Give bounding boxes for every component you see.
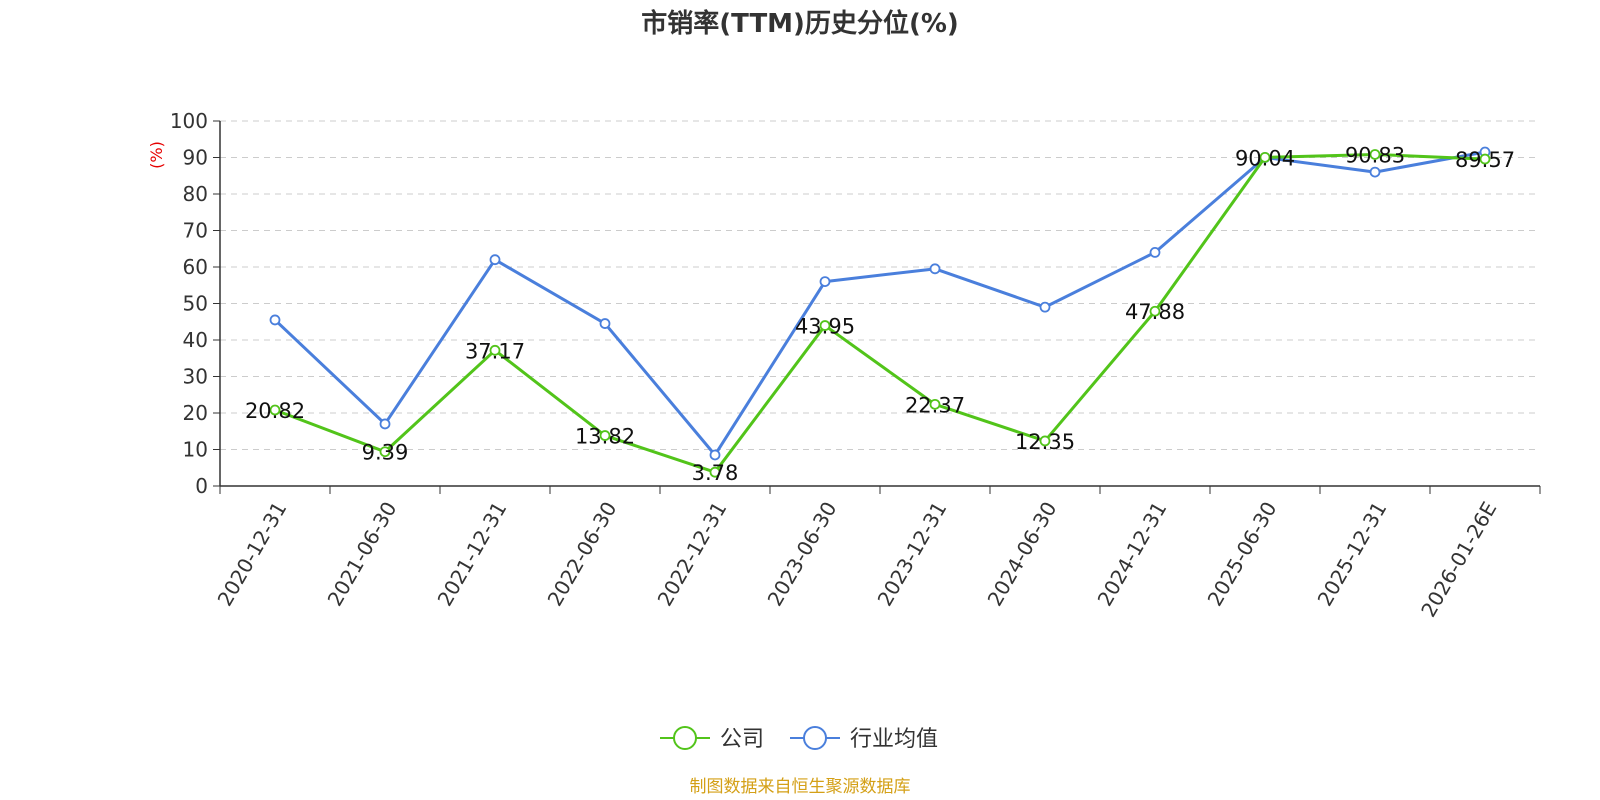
grid-lines	[220, 120, 1540, 450]
legend-label-industry-average: 行业均值	[850, 727, 938, 752]
data-label: 9.39	[362, 441, 409, 465]
data-point[interactable]	[1369, 166, 1381, 178]
x-tick-label: 2023-12-31	[873, 498, 952, 611]
x-tick-label: 2022-06-30	[543, 498, 622, 611]
data-point[interactable]	[709, 449, 721, 461]
series-line	[274, 152, 1486, 474]
x-tick-label: 2023-06-30	[763, 498, 842, 611]
y-tick-label: 100	[170, 109, 208, 133]
series-group	[269, 146, 1491, 478]
source-note: 制图数据来自恒生聚源数据库	[690, 777, 911, 797]
legend-marker-industry-average	[803, 726, 827, 750]
x-tick-label: 2026-01-26E	[1416, 498, 1501, 622]
data-point[interactable]	[1259, 151, 1271, 163]
data-point[interactable]	[599, 318, 611, 329]
x-tick-label: 2021-12-31	[433, 498, 512, 611]
data-label: 47.88	[1125, 300, 1185, 324]
y-tick-label: 10	[183, 438, 208, 462]
y-tick-label: 60	[183, 255, 208, 279]
data-point[interactable]	[379, 418, 391, 430]
data-point[interactable]	[1479, 153, 1491, 165]
legend-item-company[interactable]: 公司	[660, 726, 764, 752]
y-axis: 0 10 20 30 40 50 60 70 80 90 100	[170, 109, 221, 498]
data-label: 90.83	[1345, 143, 1405, 167]
data-label: 20.82	[245, 399, 305, 423]
x-tick-label: 2022-12-31	[653, 498, 732, 611]
data-point[interactable]	[489, 344, 501, 356]
data-label: 90.04	[1235, 146, 1295, 170]
series-0	[269, 149, 1491, 478]
y-tick-label: 0	[195, 474, 208, 498]
y-tick-label: 70	[183, 219, 208, 243]
chart-title: 市销率(TTM)历史分位(%)	[641, 8, 959, 39]
data-point[interactable]	[599, 430, 611, 441]
data-point[interactable]	[929, 398, 941, 410]
y-tick-label: 40	[183, 328, 208, 352]
legend-label-company: 公司	[720, 727, 764, 752]
data-label: 89.57	[1455, 148, 1515, 172]
legend[interactable]: 公司 行业均值	[660, 726, 938, 752]
data-point[interactable]	[1149, 246, 1161, 258]
data-point[interactable]	[1369, 149, 1381, 160]
data-point[interactable]	[819, 276, 831, 288]
data-label: 12.35	[1015, 430, 1075, 454]
series-1	[269, 146, 1491, 461]
y-tick-label: 90	[183, 146, 208, 170]
data-point[interactable]	[269, 314, 281, 326]
x-axis: 2020-12-31 2021-06-30 2021-12-31 2022-06-30…	[213, 485, 1541, 622]
x-tick-label: 2025-06-30	[1203, 498, 1282, 611]
data-point[interactable]	[709, 466, 721, 478]
x-tick-label: 2024-06-30	[983, 498, 1062, 611]
data-point[interactable]	[819, 320, 831, 331]
data-point[interactable]	[489, 254, 501, 266]
data-label: 13.82	[575, 425, 635, 449]
data-point[interactable]	[929, 263, 941, 275]
series-line	[273, 150, 1486, 457]
x-tick-label: 2020-12-31	[213, 498, 292, 611]
y-tick-label: 80	[183, 182, 208, 206]
data-point[interactable]	[1039, 301, 1051, 313]
data-point[interactable]	[1149, 305, 1161, 317]
data-point[interactable]	[1039, 435, 1051, 447]
data-label: 3.78	[692, 461, 739, 485]
data-label: 22.37	[905, 393, 965, 417]
x-tick-label: 2021-06-30	[323, 498, 402, 611]
data-point[interactable]	[379, 446, 391, 458]
y-tick-label: 20	[183, 401, 208, 425]
y-tick-label: 50	[183, 292, 208, 316]
data-labels: 20.82 9.39 37.17 13.82 3.78 43.95 22.37 12.35 47…	[245, 143, 1515, 485]
data-label: 37.17	[465, 339, 525, 363]
x-tick-label: 2024-12-31	[1093, 498, 1172, 611]
y-axis-label: (%)	[147, 141, 166, 169]
y-tick-label: 30	[183, 365, 208, 389]
data-label: 43.95	[795, 315, 855, 339]
legend-marker-company	[673, 726, 697, 750]
legend-item-industry-average[interactable]: 行业均值	[790, 726, 938, 752]
x-tick-label: 2025-12-31	[1313, 498, 1392, 611]
data-point[interactable]	[269, 404, 281, 416]
